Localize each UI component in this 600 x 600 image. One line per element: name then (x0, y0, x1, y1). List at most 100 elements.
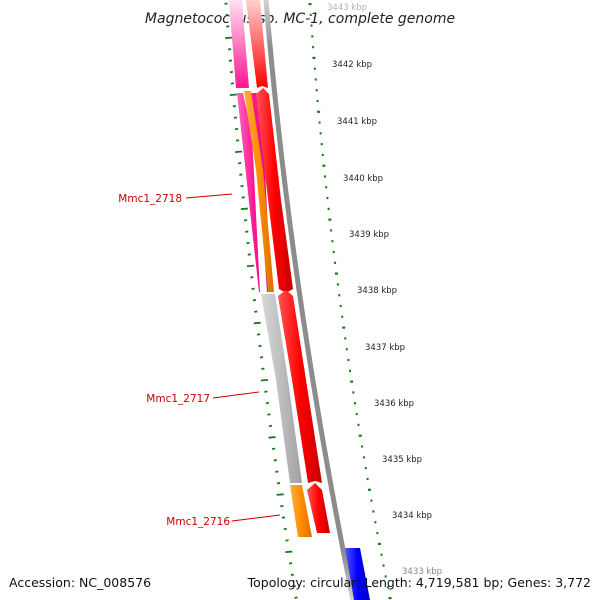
gene-label-mmc1-2718: Mmc1_2718 (118, 193, 182, 205)
genome-stats-text: Topology: circular; Length: 4,719,581 bp… (247, 575, 591, 590)
outer-tick-mark (311, 35, 314, 38)
inner-tick-mark (227, 48, 232, 51)
outer-tick-mark (334, 261, 337, 264)
outer-tick-mark (372, 510, 375, 513)
outer-tick-mark (357, 423, 360, 426)
inner-tick-mark (254, 310, 258, 313)
outer-tick-mark (308, 3, 312, 6)
inner-tick-mark (280, 504, 284, 508)
kbp-label: 3436 kbp (374, 399, 414, 409)
inner-tick-mark (240, 184, 244, 188)
outer-tick-mark (312, 56, 316, 60)
inner-tick-mark (285, 539, 289, 542)
inner-tick-mark (239, 173, 243, 176)
outer-tick-mark (347, 358, 350, 362)
outer-tick-mark (317, 110, 321, 113)
kbp-label: 3439 kbp (349, 230, 389, 240)
outer-tick-mark (330, 229, 333, 232)
inner-tick-mark (245, 230, 249, 233)
inner-tick-mark (238, 162, 242, 165)
outer-tick-mark (358, 434, 362, 437)
inner-tick-mark (275, 470, 279, 473)
inner-tick-mark (294, 596, 298, 599)
inner-tick-mark (228, 59, 233, 62)
outer-tick-mark (310, 24, 313, 27)
leader-line (185, 193, 233, 199)
outer-tick-mark (349, 369, 352, 372)
inner-tick-mark (273, 459, 277, 462)
inner-tick-mark (285, 550, 293, 554)
inner-tick-mark (256, 333, 261, 336)
inner-tick-mark (268, 436, 276, 439)
inner-tick-mark (232, 105, 237, 108)
outer-tick-mark (332, 250, 335, 254)
inner-tick-ring (224, 2, 298, 599)
outer-tick-mark (364, 467, 367, 470)
outer-tick-mark (368, 488, 372, 491)
inner-tick-mark (264, 390, 268, 393)
inner-tick-mark (240, 207, 248, 211)
inner-tick-mark (225, 36, 233, 40)
gene-label-mmc1-2716: Mmc1_2716 (166, 516, 230, 528)
outer-tick-mark (325, 186, 328, 189)
outer-tick-mark (326, 196, 329, 200)
inner-tick-mark (246, 241, 250, 245)
reverse-strand-track (229, 0, 312, 537)
outer-tick-mark (366, 477, 369, 481)
inner-tick-mark (241, 196, 245, 199)
kbp-label: 3443 kbp (327, 3, 367, 13)
inner-tick-mark (224, 2, 228, 5)
outer-tick-mark (319, 132, 322, 135)
kbp-scale-labels: 3443 kbp 3442 kbp 3441 kbp 3440 kbp 3439… (327, 3, 442, 577)
outer-tick-mark (327, 207, 330, 210)
inner-tick-mark (252, 299, 257, 302)
outer-tick-mark (361, 445, 364, 448)
map-title: Magnetococcus sp. MC-1, complete genome (145, 11, 455, 27)
outer-tick-mark (350, 380, 354, 383)
outer-tick-mark (344, 337, 347, 340)
kbp-label: 3434 kbp (392, 511, 432, 521)
outer-tick-mark (380, 553, 383, 556)
outer-tick-mark (377, 542, 381, 546)
inner-tick-mark (281, 516, 286, 519)
outer-tick-mark (324, 175, 327, 178)
inner-tick-mark (258, 344, 262, 348)
kbp-label: 3437 kbp (365, 343, 405, 353)
outer-tick-mark (339, 304, 342, 308)
kbp-label: 3438 kbp (357, 286, 397, 296)
inner-tick-mark (265, 401, 270, 405)
inner-tick-mark (229, 93, 237, 97)
inner-tick-mark (276, 481, 281, 485)
feature-blue (345, 548, 370, 600)
inner-tick-mark (288, 562, 293, 565)
inner-tick-mark (283, 527, 287, 531)
inner-tick-mark (261, 367, 265, 370)
outer-tick-mark (336, 283, 339, 286)
leader-line (231, 514, 281, 522)
cds-red-top (246, 0, 268, 88)
inner-tick-mark (246, 264, 255, 268)
genome-backbone (263, 0, 356, 600)
inner-tick-mark (225, 13, 229, 17)
outer-tick-mark (342, 326, 346, 329)
cds-red-mmc1-2716 (307, 483, 330, 533)
inner-tick-mark (268, 424, 273, 428)
inner-tick-mark (243, 219, 248, 222)
gene-label-mmc1-2717: Mmc1_2717 (146, 393, 210, 405)
kbp-label: 3440 kbp (343, 174, 383, 184)
inner-tick-mark (234, 127, 239, 131)
inner-tick-mark (235, 150, 243, 154)
outer-tick-mark (384, 575, 387, 578)
feature-pink-top (229, 0, 249, 88)
cds-red-mmc1-2717 (278, 290, 322, 483)
inner-tick-mark (226, 25, 230, 28)
outer-tick-mark (315, 89, 318, 92)
feature-orange-mmc1-2716 (290, 485, 312, 537)
outer-tick-mark (386, 586, 389, 589)
outer-tick-mark (362, 456, 365, 459)
inner-tick-mark (229, 70, 234, 74)
leader-line (212, 391, 260, 399)
inner-tick-mark (276, 493, 284, 496)
inner-tick-mark (250, 276, 254, 279)
